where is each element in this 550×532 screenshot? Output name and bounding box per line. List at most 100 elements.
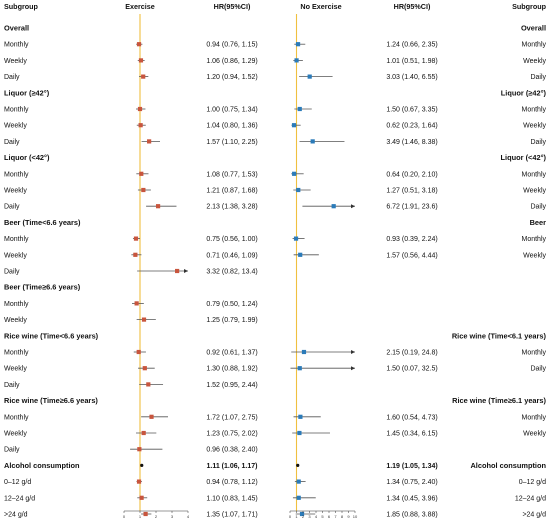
- header-left-subgroup: Subgroup: [4, 2, 39, 11]
- group-label-right: Rice wine (Time<6.1 years): [452, 331, 547, 340]
- row-label-left: Weekly: [4, 431, 27, 438]
- data-row: Monthly 1.08 (0.77, 1.53) 0.64 (0.20, 2.10…: [4, 171, 546, 178]
- no-exercise-point: [297, 106, 302, 112]
- no-exercise-point: [295, 42, 301, 47]
- exercise-point: [141, 187, 146, 193]
- row-label-right: Monthly: [521, 236, 546, 243]
- row-label-right: Daily: [530, 366, 546, 373]
- exercise-hr-text: 2.13 (1.38, 3.28): [206, 204, 257, 211]
- row-label-left: Weekly: [4, 252, 27, 259]
- exercise-hr-text: 1.23 (0.75, 2.02): [206, 431, 257, 438]
- no-exercise-axis-tick-label: 7: [334, 514, 337, 519]
- header-no-exercise: No Exercise: [300, 2, 341, 11]
- no-exercise-point: [292, 171, 297, 176]
- row-label-left: Alcohol consumption: [4, 461, 80, 470]
- no-exercise-axis-tick-label: 6: [328, 514, 331, 519]
- exercise-point: [133, 252, 138, 257]
- data-row: Daily 0.96 (0.38, 2.40): [4, 447, 258, 454]
- exercise-hr-text: 1.06 (0.86, 1.29): [206, 58, 257, 65]
- group-row: Liquor (<42°) Liquor (<42°): [4, 153, 547, 162]
- x-axes: 0 1 2 3 4 0 1 2 3 4 5 6 7 8 9 10: [123, 510, 358, 519]
- no-exercise-axis-tick-label: 5: [321, 514, 324, 519]
- header-exercise: Exercise: [125, 2, 155, 11]
- row-label-right: Monthly: [521, 42, 546, 49]
- row-label-right: 12–24 g/d: [515, 495, 546, 502]
- data-row: Monthly 1.00 (0.75, 1.34) 1.50 (0.67, 3.35…: [4, 107, 546, 114]
- row-label-left: Monthly: [4, 107, 29, 114]
- row-label-left: Daily: [4, 139, 20, 146]
- row-label-right: Weekly: [523, 123, 546, 130]
- no-exercise-hr-text: 0.64 (0.20, 2.10): [386, 171, 437, 178]
- row-label-left: Daily: [4, 382, 20, 389]
- exercise-hr-text: 1.20 (0.94, 1.52): [206, 74, 257, 81]
- exercise-hr-text: 0.96 (0.38, 2.40): [206, 447, 257, 454]
- no-exercise-ci-arrow: [351, 366, 355, 371]
- no-exercise-hr-text: 0.93 (0.39, 2.24): [386, 236, 437, 243]
- no-exercise-point: [297, 366, 302, 371]
- no-exercise-hr-text: 1.01 (0.51, 1.98): [386, 58, 437, 65]
- group-label-right: Rice wine (Time≥6.1 years): [452, 396, 546, 405]
- row-label-right: Weekly: [523, 252, 546, 259]
- row-label-left: >24 g/d: [4, 512, 28, 519]
- no-exercise-axis-tick-label: 8: [341, 514, 344, 519]
- group-label-left: Beer (Time<6.6 years): [4, 218, 81, 227]
- row-label-left: Monthly: [4, 301, 29, 308]
- row-label-left: 12–24 g/d: [4, 495, 35, 502]
- data-row: Weekly 1.21 (0.87, 1.68) 1.27 (0.51, 3.18)…: [4, 188, 546, 195]
- group-label-left: Beer (Time≥6.6 years): [4, 283, 81, 292]
- row-label-left: Weekly: [4, 317, 27, 324]
- exercise-hr-text: 0.92 (0.61, 1.37): [206, 350, 257, 357]
- exercise-hr-text: 1.21 (0.87, 1.68): [206, 188, 257, 195]
- group-label-left: Liquor (<42°): [4, 153, 50, 162]
- row-label-left: Weekly: [4, 123, 27, 130]
- row-label-right: Monthly: [521, 414, 546, 421]
- group-row: Beer (Time<6.6 years) Beer: [4, 218, 546, 227]
- no-exercise-point: [298, 414, 303, 419]
- exercise-point: [136, 349, 141, 355]
- header-left-hr: HR(95%CI): [214, 2, 251, 11]
- no-exercise-point: [293, 236, 299, 241]
- no-exercise-axis-tick-label: 3: [308, 514, 311, 519]
- group-row: Liquor (≥42°) Liquor (≥42°): [4, 88, 547, 97]
- row-label-right: Weekly: [523, 188, 546, 195]
- row-label-left: Weekly: [4, 366, 27, 373]
- exercise-axis: 0 1 2 3 4: [123, 510, 190, 519]
- no-exercise-hr-text: 1.34 (0.45, 3.96): [386, 495, 437, 502]
- exercise-hr-text: 1.72 (1.07, 2.75): [206, 414, 257, 421]
- row-label-left: Daily: [4, 269, 20, 276]
- exercise-hr-text: 1.08 (0.77, 1.53): [206, 171, 257, 178]
- group-label-left: Rice wine (Time≥6.6 years): [4, 396, 98, 405]
- no-exercise-hr-text: 1.60 (0.54, 4.73): [386, 414, 437, 421]
- exercise-point: [149, 414, 154, 419]
- no-exercise-point: [331, 204, 336, 209]
- exercise-axis-tick-label: 4: [187, 514, 190, 519]
- group-label-right: Overall: [521, 24, 546, 33]
- exercise-point: [139, 495, 144, 500]
- data-row: Daily 1.20 (0.94, 1.52) 3.03 (1.40, 6.55) D…: [4, 74, 546, 81]
- group-label-right: Liquor (<42°): [501, 153, 547, 162]
- row-label-left: 0–12 g/d: [4, 479, 31, 486]
- exercise-point: [139, 171, 144, 176]
- exercise-hr-text: 0.79 (0.50, 1.24): [206, 301, 257, 308]
- row-label-right: 0–12 g/d: [519, 479, 546, 486]
- no-exercise-axis-tick-label: 9: [347, 514, 350, 519]
- exercise-hr-text: 1.11 (1.06, 1.17): [207, 463, 258, 470]
- row-label-right: Weekly: [523, 58, 546, 65]
- no-exercise-point: [310, 139, 315, 144]
- no-exercise-point: [296, 187, 301, 193]
- reference-lines: [139, 14, 298, 511]
- exercise-point: [136, 479, 142, 484]
- row-label-left: Monthly: [4, 42, 29, 49]
- no-exercise-hr-text: 3.03 (1.40, 6.55): [386, 74, 437, 81]
- overall-row: Alcohol consumption 1.11 (1.06, 1.17) 1.19…: [4, 461, 546, 470]
- no-exercise-overall-point: [296, 463, 300, 467]
- data-row: Weekly 0.71 (0.46, 1.09) 1.57 (0.56, 4.44)…: [4, 252, 546, 259]
- row-label-right: Daily: [530, 74, 546, 81]
- no-exercise-point: [297, 430, 302, 436]
- exercise-hr-text: 0.94 (0.78, 1.12): [206, 479, 257, 486]
- data-row: 0–12 g/d 0.94 (0.78, 1.12) 1.34 (0.75, 2.4…: [4, 479, 546, 486]
- exercise-point: [147, 139, 152, 144]
- row-label-left: Weekly: [4, 188, 27, 195]
- data-row: Daily 3.32 (0.82, 13.4): [4, 269, 258, 276]
